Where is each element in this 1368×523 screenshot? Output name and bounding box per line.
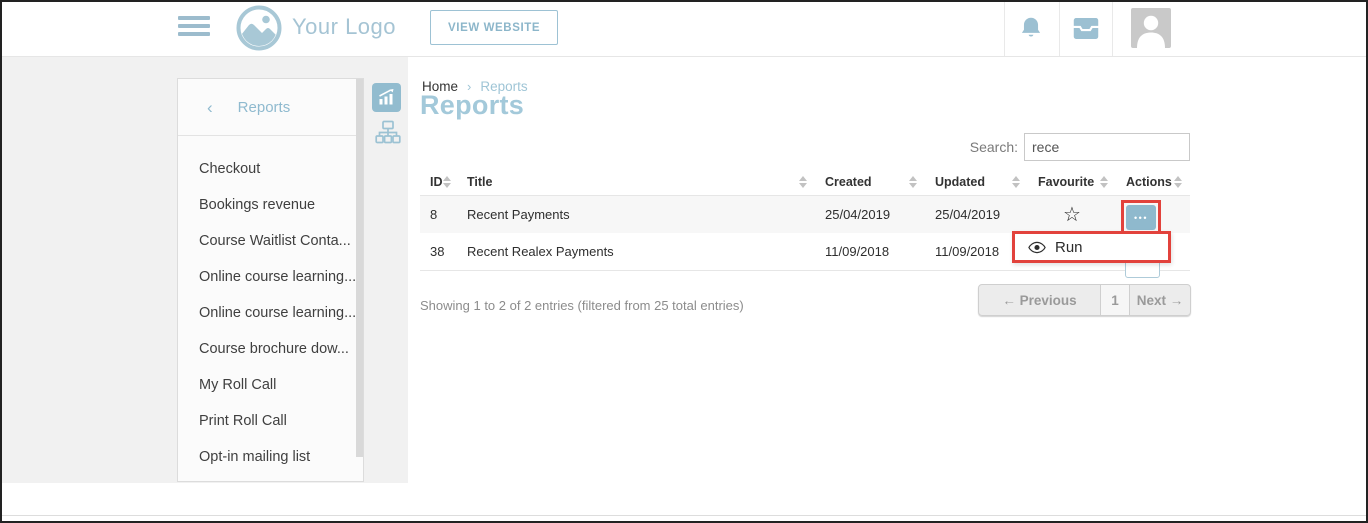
sort-icon [1174, 176, 1182, 188]
reports-table: ID Title Created Updated Favourite Actio… [420, 169, 1190, 271]
sidebar-item-online-course-2[interactable]: Online course learning... [199, 305, 357, 321]
search-label: Search: [969, 139, 1018, 155]
reports-menu-panel: ‹ Reports Checkout Bookings revenue Cour… [177, 78, 364, 482]
search-input[interactable] [1024, 133, 1190, 161]
hamburger-menu-icon[interactable] [178, 16, 210, 36]
person-icon [1137, 15, 1165, 48]
chevron-left-icon: ‹ [207, 97, 213, 117]
previous-page-button[interactable]: ← Previous [978, 284, 1101, 316]
cell-favourite: ☆ [1028, 205, 1116, 225]
sidebar-item-print-roll-call[interactable]: Print Roll Call [199, 413, 287, 429]
breadcrumb-current: Reports [480, 79, 528, 94]
notifications-bell-icon[interactable] [1018, 15, 1044, 41]
sidebar-item-online-course-1[interactable]: Online course learning... [199, 269, 357, 285]
pagination: ← Previous 1 Next → [978, 284, 1191, 316]
logo-icon[interactable] [236, 5, 282, 51]
cell-title: Recent Realex Payments [467, 244, 614, 259]
footer-divider [0, 515, 1368, 516]
sort-icon [1012, 176, 1020, 188]
menu-title: Reports [237, 98, 291, 116]
column-header-updated[interactable]: Updated [925, 175, 1028, 189]
topbar: Your Logo VIEW WEBSITE [0, 0, 1368, 57]
column-header-created[interactable]: Created [815, 175, 925, 189]
column-header-favourite[interactable]: Favourite [1028, 175, 1116, 189]
sidebar-item-checkout[interactable]: Checkout [199, 161, 261, 177]
cell-id: 8 [430, 207, 438, 222]
header-divider [1059, 0, 1060, 56]
cell-updated: 11/09/2018 [935, 244, 1000, 259]
favourite-star-icon[interactable]: ☆ [1063, 203, 1081, 226]
next-page-button[interactable]: Next → [1129, 284, 1191, 316]
cell-id: 38 [430, 244, 445, 259]
eye-icon [1028, 241, 1046, 253]
cell-updated: 25/04/2019 [935, 207, 1001, 222]
view-website-button[interactable]: VIEW WEBSITE [430, 10, 559, 45]
table-header-row: ID Title Created Updated Favourite Actio… [420, 169, 1190, 196]
sort-icon [799, 176, 807, 188]
reports-chart-tool-button[interactable] [372, 83, 401, 112]
sidebar-item-my-roll-call[interactable]: My Roll Call [199, 377, 277, 393]
sidebar-item-course-waitlist[interactable]: Course Waitlist Conta... [199, 233, 351, 249]
sidebar-item-course-brochure[interactable]: Course brochure dow... [199, 341, 349, 357]
user-avatar[interactable] [1131, 8, 1171, 48]
cell-created: 25/04/2019 [825, 207, 891, 222]
menu-items: Checkout Bookings revenue Course Waitlis… [178, 136, 363, 475]
sort-icon [442, 176, 451, 188]
table-row: 38 Recent Realex Payments 11/09/2018 11/… [420, 233, 1190, 271]
breadcrumb: Home › Reports [422, 79, 528, 94]
sidebar-item-opt-in-mailing[interactable]: Opt-in mailing list [199, 449, 311, 465]
menu-scrollbar[interactable] [356, 79, 363, 457]
header-divider [1112, 0, 1113, 56]
sort-icon [1100, 176, 1108, 188]
run-label: Run [1055, 238, 1083, 256]
bar-chart-icon [379, 89, 394, 105]
menu-back-header[interactable]: ‹ Reports [178, 79, 363, 136]
table-info-text: Showing 1 to 2 of 2 entries (filtered fr… [420, 298, 744, 313]
sidebar-item-bookings-revenue[interactable]: Bookings revenue [199, 197, 316, 213]
cell-title: Recent Payments [467, 207, 570, 222]
breadcrumb-home-link[interactable]: Home [422, 79, 459, 94]
actions-dropdown-run-item[interactable]: Run [1012, 231, 1171, 263]
column-header-title[interactable]: Title [457, 175, 815, 189]
inbox-icon[interactable] [1071, 17, 1101, 40]
cell-created: 11/09/2018 [825, 244, 890, 259]
annotation-highlight-box: ••• [1121, 200, 1161, 235]
column-header-id[interactable]: ID [420, 175, 457, 189]
header-divider [1004, 0, 1005, 56]
chevron-right-icon: › [467, 79, 472, 94]
logo-text[interactable]: Your Logo [292, 14, 397, 39]
sitemap-tool-button[interactable] [374, 118, 401, 145]
table-search: Search: [968, 133, 1190, 161]
page-number-button[interactable]: 1 [1101, 284, 1129, 316]
sort-icon [909, 176, 917, 188]
page-title: Reports [420, 90, 525, 120]
column-header-actions[interactable]: Actions [1116, 175, 1190, 189]
actions-ellipsis-button[interactable]: ••• [1126, 205, 1156, 230]
table-row: 8 Recent Payments 25/04/2019 25/04/2019 … [420, 196, 1190, 233]
sitemap-icon [374, 120, 401, 143]
